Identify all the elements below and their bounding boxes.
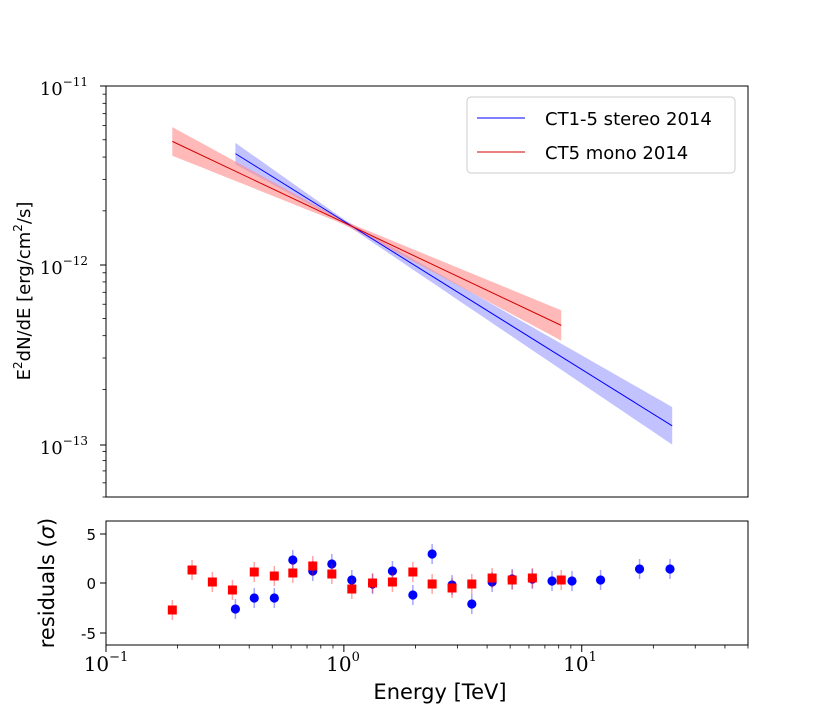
residuals-ytick-group: 5 0 -5 <box>81 526 106 643</box>
point-ct1-5-stereo-2014 <box>230 604 241 614</box>
spectrum-bands <box>172 127 673 445</box>
point-ct5-mono-2014 <box>227 585 237 595</box>
point-ct5-mono-2014 <box>308 561 318 571</box>
residuals-ylabel: residuals (σ) <box>35 518 59 649</box>
spectrum-panel: 10−11 10−12 10−13 E2dN/dE [erg/cm2/s] CT… <box>11 75 749 498</box>
point-ct1-5-stereo-2014 <box>288 555 298 565</box>
residuals-axes-frame <box>105 520 749 646</box>
residuals-panel: 5 0 -5 10−1 100 101 residuals (σ) Energy… <box>35 518 749 704</box>
point-ct1-5-stereo-2014 <box>427 549 437 559</box>
band-ct1-5-stereo <box>235 142 673 445</box>
residual-points <box>167 544 675 620</box>
point-ct1-5-stereo-2014 <box>249 593 259 603</box>
point-ct5-mono-2014 <box>167 605 177 615</box>
point-ct1-5-stereo-2014 <box>595 575 606 585</box>
point-ct5-mono-2014 <box>327 569 337 579</box>
point-ct5-mono-2014 <box>507 575 517 585</box>
point-ct5-mono-2014 <box>447 583 457 593</box>
xtick-label-0.1: 10−1 <box>84 650 129 676</box>
legend: CT1-5 stereo 2014 CT5 mono 2014 <box>466 96 736 174</box>
point-ct5-mono-2014 <box>368 578 378 588</box>
line-ct5-mono <box>172 140 562 326</box>
spectrum-minor-ticks <box>102 93 106 498</box>
point-ct5-mono-2014 <box>207 577 217 587</box>
point-ct5-mono-2014 <box>387 577 397 587</box>
point-ct5-mono-2014 <box>427 579 437 589</box>
point-ct1-5-stereo-2014 <box>347 575 357 585</box>
legend-label-ct5-mono: CT5 mono 2014 <box>545 143 688 164</box>
point-ct5-mono-2014 <box>556 575 566 585</box>
point-ct1-5-stereo-2014 <box>634 564 645 574</box>
point-ct1-5-stereo-2014 <box>547 576 557 586</box>
xtick-label-1: 100 <box>326 650 360 676</box>
residuals-xticks <box>105 645 749 652</box>
spectrum-ylabel: E2dN/dE [erg/cm2/s] <box>11 202 35 381</box>
xlabel: Energy [TeV] <box>373 680 506 704</box>
ytick-label-1e-12: 10−12 <box>40 254 88 279</box>
legend-label-ct1-5-stereo: CT1-5 stereo 2014 <box>545 109 712 130</box>
point-ct5-mono-2014 <box>249 567 259 577</box>
xtick-label-10: 101 <box>563 650 597 676</box>
point-ct5-mono-2014 <box>527 573 537 583</box>
line-ct1-5-stereo <box>235 153 673 427</box>
spectrum-ytick-labels: 10−11 10−12 10−13 <box>40 75 106 459</box>
point-ct5-mono-2014 <box>187 565 197 575</box>
point-ct1-5-stereo-2014 <box>665 564 675 574</box>
point-ct5-mono-2014 <box>487 573 497 583</box>
point-ct5-mono-2014 <box>288 568 298 578</box>
point-ct1-5-stereo-2014 <box>467 599 477 609</box>
point-ct1-5-stereo-2014 <box>567 576 577 586</box>
spectrum-lines <box>172 140 673 427</box>
spectrum-axes-frame <box>105 85 749 498</box>
point-ct5-mono-2014 <box>467 579 477 589</box>
ytick-label-1e-13: 10−13 <box>40 434 88 459</box>
point-ct1-5-stereo-2014 <box>408 590 418 600</box>
point-ct5-mono-2014 <box>269 571 279 581</box>
point-ct1-5-stereo-2014 <box>387 566 398 576</box>
point-ct1-5-stereo-2014 <box>327 559 337 569</box>
res-ytick-label-minus5: -5 <box>81 625 96 643</box>
point-ct5-mono-2014 <box>347 584 357 594</box>
res-ytick-label-0: 0 <box>86 575 96 593</box>
point-ct5-mono-2014 <box>408 567 418 577</box>
ytick-label-1e-11: 10−11 <box>40 75 88 100</box>
point-ct1-5-stereo-2014 <box>269 593 279 603</box>
legend-box <box>466 96 736 174</box>
res-ytick-label-5: 5 <box>86 526 96 544</box>
residuals-xtick-labels: 10−1 100 101 <box>84 650 597 676</box>
